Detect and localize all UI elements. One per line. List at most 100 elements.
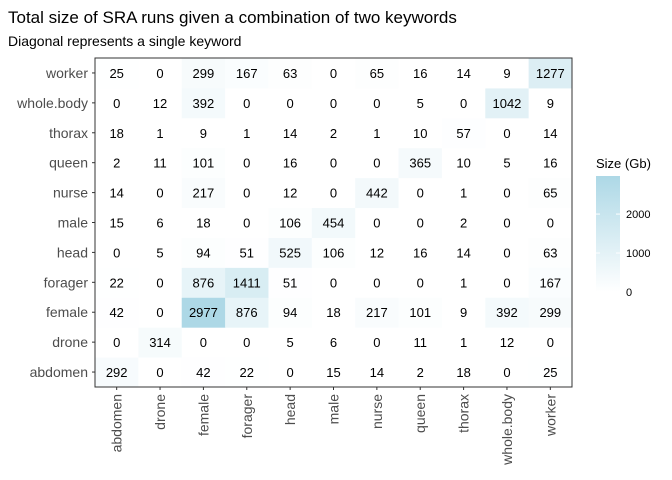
cell-value-label: 0: [503, 186, 510, 201]
cell-value-label: 167: [539, 275, 561, 290]
cell-value-label: 106: [279, 216, 301, 231]
heatmap-cell: [268, 58, 313, 89]
y-tick-label: nurse: [53, 185, 88, 201]
x-tick-label: nurse: [369, 394, 385, 429]
heatmap-cell: [225, 237, 269, 268]
y-tick-label: queen: [49, 155, 88, 171]
cell-value-label: 0: [156, 186, 163, 201]
cell-value-label: 101: [193, 156, 215, 171]
heatmap-cell: [138, 357, 183, 388]
heatmap-cell: [441, 147, 486, 179]
heatmap-cell: [181, 297, 226, 328]
cell-value-label: 57: [456, 126, 470, 141]
cell-value-label: 0: [113, 96, 120, 111]
cell-value-label: 0: [243, 156, 250, 171]
cell-value-label: 22: [109, 275, 123, 290]
heatmap-cell: [441, 357, 486, 388]
cell-value-label: 392: [193, 96, 215, 111]
cell-value-label: 0: [503, 275, 510, 290]
cell-value-label: 0: [287, 365, 294, 380]
heatmap-cell: [528, 207, 573, 238]
cell-value-label: 292: [106, 365, 128, 380]
cell-value-label: 101: [409, 305, 431, 320]
cell-value-label: 217: [366, 305, 388, 320]
x-tick-label: female: [195, 394, 211, 436]
cell-value-label: 167: [236, 66, 258, 81]
legend-ticks: 0 1000 2000: [596, 209, 650, 299]
heatmap-cell: [355, 267, 400, 298]
heatmap-cell: [181, 58, 226, 89]
heatmap-cell: [268, 267, 313, 298]
y-tick-label: female: [46, 304, 88, 320]
heatmap-cell: [528, 327, 573, 358]
heatmap-cell: [398, 58, 443, 89]
cell-value-label: 1277: [536, 66, 565, 81]
heatmap-cell: [485, 177, 530, 209]
heatmap-cell: [181, 117, 226, 149]
heatmap-cell: [398, 87, 443, 119]
y-tick-label: thorax: [49, 125, 88, 141]
heatmap-cell: [398, 117, 443, 149]
cell-value-label: 51: [240, 245, 254, 260]
heatmap-cell: [311, 117, 356, 149]
cell-value-label: 0: [417, 275, 424, 290]
color-legend: Size (Gb) 0 1000 2000: [596, 156, 651, 299]
heatmap-cell: [225, 147, 269, 179]
cell-value-label: 392: [496, 305, 518, 320]
cell-value-label: 2: [113, 156, 120, 171]
heatmap-cell: [485, 327, 530, 358]
x-tick-label: worker: [542, 394, 558, 437]
cell-value-label: 0: [373, 335, 380, 350]
heatmap-cell: [268, 147, 313, 179]
heatmap-cell: [138, 207, 183, 238]
x-tick-label: forager: [239, 394, 255, 439]
heatmap-cell: [95, 87, 139, 119]
heatmap-cell: [441, 267, 486, 298]
y-tick-label: male: [58, 215, 89, 231]
heatmap-cell: [398, 297, 443, 328]
heatmap-cell: [528, 177, 573, 209]
cell-value-label: 454: [323, 216, 345, 231]
heatmap-cell: [311, 267, 356, 298]
cell-value-label: 5: [417, 96, 424, 111]
heatmap-cell: [225, 87, 269, 119]
cell-value-label: 0: [373, 156, 380, 171]
heatmap-cell: [528, 58, 573, 89]
heatmap-cell: [225, 207, 269, 238]
heatmap-cell: [441, 177, 486, 209]
heatmap-cell: [311, 58, 356, 89]
heatmap-cell: [311, 327, 356, 358]
x-tick-label: head: [282, 394, 298, 425]
heatmap-cell: [268, 87, 313, 119]
heatmap-cell: [355, 357, 400, 388]
cell-value-label: 0: [503, 365, 510, 380]
heatmap-cell: [398, 267, 443, 298]
cell-value-label: 14: [543, 126, 557, 141]
cell-value-label: 299: [193, 66, 215, 81]
heatmap-cell: [95, 207, 139, 238]
heatmap-cell: [441, 87, 486, 119]
heatmap-cell: [138, 177, 183, 209]
cell-value-label: 0: [373, 96, 380, 111]
cell-value-label: 51: [283, 275, 297, 290]
cell-value-label: 16: [413, 66, 427, 81]
heatmap-cell: [268, 327, 313, 358]
x-tick-label: abdomen: [109, 394, 125, 452]
cell-value-label: 1: [460, 275, 467, 290]
heatmap-cell: [311, 147, 356, 179]
x-axis-ticks: abdomen drone female forager head male nurse qu…: [109, 387, 558, 466]
heatmap-cell: [95, 267, 139, 298]
cell-value-label: 18: [326, 305, 340, 320]
heatmap-cell: [225, 357, 269, 388]
y-tick-label: drone: [52, 334, 88, 350]
heatmap-cell: [268, 117, 313, 149]
heatmap-cell: [95, 237, 139, 268]
heatmap-cell: [398, 147, 443, 179]
x-tick-label: male: [326, 394, 342, 425]
heatmap-cell: [355, 237, 400, 268]
legend-tick-label: 0: [626, 287, 632, 299]
legend-color-bar: [596, 176, 620, 292]
y-tick-label: head: [57, 244, 88, 260]
heatmap-cell: [138, 237, 183, 268]
cell-value-label: 1: [460, 335, 467, 350]
